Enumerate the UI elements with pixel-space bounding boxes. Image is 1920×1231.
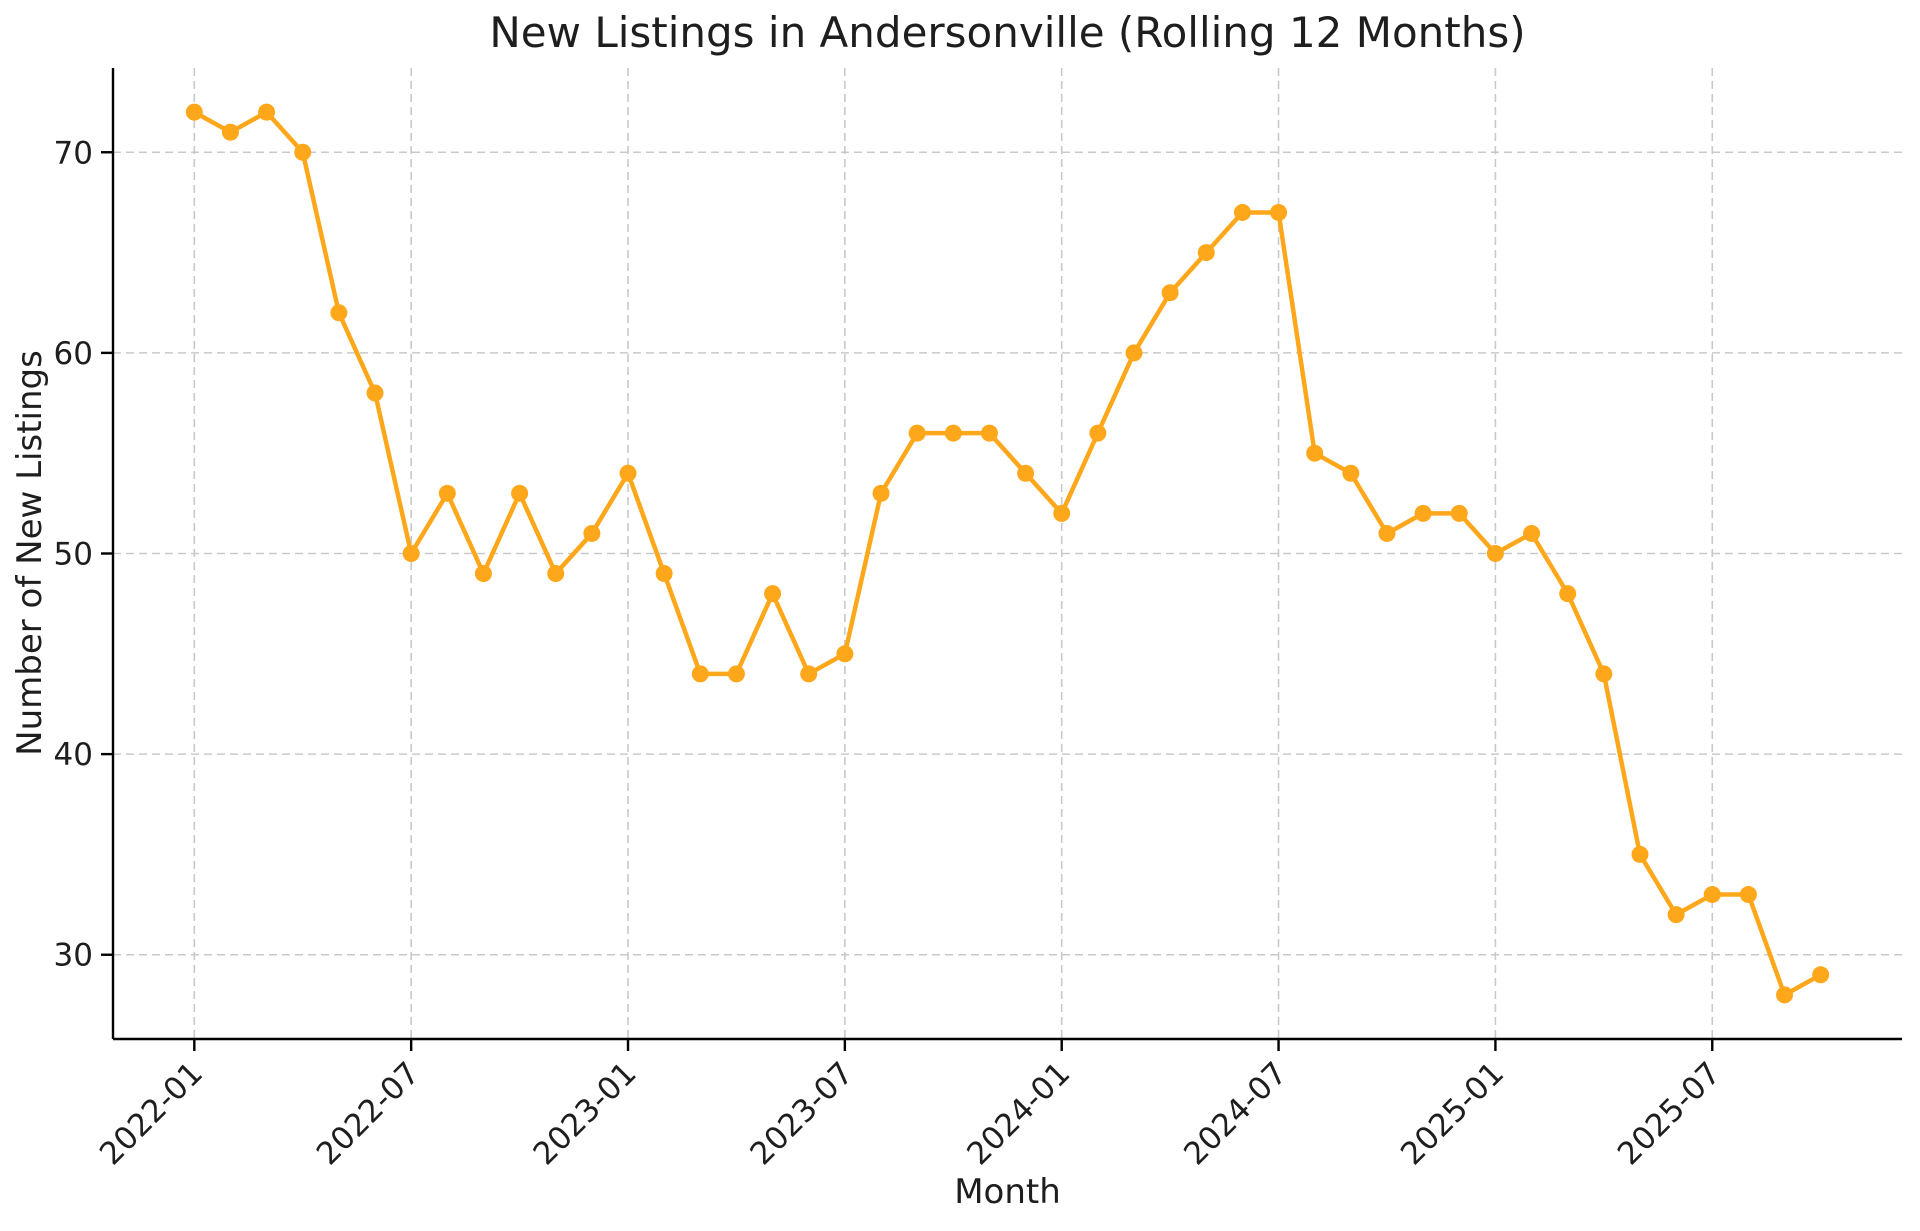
data-point [1739,886,1757,904]
data-point [583,524,601,542]
data-point [764,585,782,603]
data-point [1559,585,1577,603]
chart-title: New Listings in Andersonville (Rolling 1… [489,8,1526,57]
data-point [1017,464,1035,482]
data-point [908,424,926,442]
data-point [366,384,384,402]
x-tick-label: 2023-07 [743,1055,860,1172]
x-tick-label: 2023-01 [527,1055,644,1172]
data-point [294,143,312,161]
data-point [1378,524,1396,542]
x-tick-label: 2024-07 [1177,1055,1294,1172]
data-point [474,565,492,583]
data-point [1089,424,1107,442]
data-point [872,484,890,502]
data-point [221,123,239,141]
series-line [192,109,1823,998]
y-tick-label: 70 [54,135,93,171]
data-point [1667,906,1685,924]
data-point [1125,344,1143,362]
data-point [1306,444,1324,462]
data-point [1631,845,1649,863]
data-point [547,565,565,583]
y-tick-label: 50 [54,537,93,573]
data-point [1270,203,1288,221]
data-point [511,484,529,502]
data-point [258,103,276,121]
data-point [1342,464,1360,482]
data-point [402,545,420,562]
x-tick-label: 2025-07 [1611,1055,1728,1172]
data-point [655,565,673,583]
y-axis-label: Number of New Listings [10,350,50,756]
data-point [1161,284,1179,302]
data-point [944,424,962,442]
data-point [1523,524,1541,542]
x-axis-label: Month [954,1172,1061,1212]
data-point [691,665,709,683]
data-point [619,464,637,482]
data-point [1703,886,1721,904]
data-point [1197,244,1215,262]
data-point [1812,966,1830,984]
data-point [438,484,456,502]
data-point [1776,986,1794,1004]
data-point [330,304,348,322]
data-point [980,424,998,442]
y-tick-label: 30 [54,938,93,974]
x-tick-label: 2022-01 [93,1055,210,1172]
x-tick-label: 2022-07 [310,1055,427,1172]
data-point [1233,203,1251,221]
y-tick-label: 40 [54,737,93,773]
data-point [1414,504,1432,522]
data-point [727,665,745,683]
data-point [1053,504,1071,522]
data-point [1486,545,1504,562]
y-tick-label: 60 [54,336,93,372]
data-point [185,103,203,121]
data-point [800,665,818,683]
x-tick-label: 2025-01 [1394,1055,1511,1172]
data-point [1450,504,1468,522]
data-point [836,645,854,663]
data-point [1595,665,1613,683]
x-tick-label: 2024-01 [960,1055,1077,1172]
